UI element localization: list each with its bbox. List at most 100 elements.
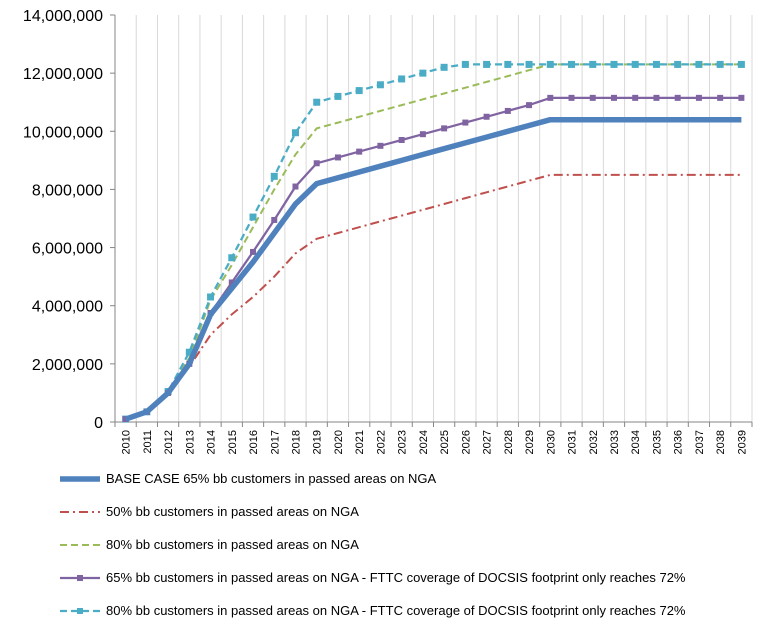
series-line bbox=[125, 96, 742, 421]
legend-label: BASE CASE 65% bb customers in passed are… bbox=[106, 471, 437, 486]
series-marker bbox=[695, 94, 702, 101]
series-5 bbox=[122, 60, 745, 423]
series-marker bbox=[483, 60, 491, 68]
series-marker bbox=[526, 102, 533, 109]
x-tick-label: 2031 bbox=[567, 430, 579, 454]
x-tick-label: 2037 bbox=[694, 430, 706, 454]
series-marker bbox=[334, 92, 342, 100]
series-marker bbox=[483, 113, 490, 120]
series-marker bbox=[568, 60, 576, 68]
series-marker bbox=[462, 119, 469, 126]
series-marker bbox=[291, 129, 299, 137]
legend-label: 65% bb customers in passed areas on NGA … bbox=[106, 570, 686, 585]
legend-swatch bbox=[60, 607, 100, 614]
x-tick-label: 2015 bbox=[227, 430, 239, 454]
x-tick-label: 2033 bbox=[609, 430, 621, 454]
x-tick-label: 2020 bbox=[333, 430, 345, 454]
series-marker bbox=[737, 60, 745, 68]
series-marker bbox=[504, 60, 512, 68]
series-marker bbox=[610, 94, 617, 101]
series-marker bbox=[313, 160, 320, 167]
series-marker bbox=[652, 60, 660, 68]
y-tick-label: 12,000,000 bbox=[23, 66, 103, 83]
series-marker bbox=[292, 183, 299, 190]
legend-item: BASE CASE 65% bb customers in passed are… bbox=[60, 462, 760, 495]
series-marker bbox=[674, 94, 681, 101]
series-marker bbox=[419, 69, 427, 77]
legend-swatch bbox=[60, 574, 100, 581]
legend-marker bbox=[77, 607, 83, 614]
legend-item: 80% bb customers in passed areas on NGA bbox=[60, 528, 760, 561]
series-marker bbox=[653, 94, 660, 101]
legend-label: 80% bb customers in passed areas on NGA bbox=[106, 537, 359, 552]
x-tick-label: 2028 bbox=[503, 430, 515, 454]
series-marker bbox=[249, 213, 257, 221]
x-tick-label: 2039 bbox=[736, 430, 748, 454]
series-marker bbox=[717, 94, 724, 101]
x-tick-label: 2030 bbox=[545, 430, 557, 454]
legend: BASE CASE 65% bb customers in passed are… bbox=[60, 462, 760, 627]
series-marker bbox=[185, 348, 193, 356]
x-tick-label: 2024 bbox=[418, 430, 430, 454]
series-marker bbox=[377, 142, 384, 149]
series-marker bbox=[398, 137, 405, 144]
x-tick-label: 2038 bbox=[715, 430, 727, 454]
series-marker bbox=[632, 94, 639, 101]
series-marker bbox=[398, 75, 406, 83]
x-tick-label: 2010 bbox=[121, 430, 133, 454]
series-marker bbox=[738, 94, 745, 101]
x-tick-label: 2032 bbox=[588, 430, 600, 454]
x-tick-label: 2036 bbox=[673, 430, 685, 454]
x-tick-label: 2026 bbox=[460, 430, 472, 454]
x-tick-label: 2011 bbox=[142, 430, 154, 454]
series-marker bbox=[355, 87, 363, 95]
series-marker bbox=[228, 254, 236, 262]
series-1 bbox=[124, 116, 742, 422]
series-marker bbox=[207, 293, 215, 301]
legend-label: 50% bb customers in passed areas on NGA bbox=[106, 504, 359, 519]
series-marker bbox=[589, 60, 597, 68]
x-tick-labels: 2010 2011 2012 2013 2014 2015 2016 2017 2018 2019… bbox=[121, 430, 749, 454]
x-tick-label: 2034 bbox=[630, 430, 642, 454]
axes bbox=[110, 14, 753, 427]
legend-item: 50% bb customers in passed areas on NGA bbox=[60, 495, 760, 528]
series-marker bbox=[441, 125, 448, 132]
legend-swatch bbox=[60, 510, 100, 513]
series-marker bbox=[631, 60, 639, 68]
series-marker bbox=[525, 60, 533, 68]
y-tick-label: 4,000,000 bbox=[32, 299, 103, 316]
x-tick-label: 2029 bbox=[524, 430, 536, 454]
legend-swatch bbox=[60, 543, 100, 546]
grid-lines bbox=[135, 15, 753, 422]
series-line bbox=[124, 116, 742, 422]
series-marker bbox=[716, 60, 724, 68]
series-marker bbox=[270, 172, 278, 180]
y-tick-label: 6,000,000 bbox=[32, 241, 103, 258]
series-line bbox=[125, 173, 742, 421]
legend-item: 80% bb customers in passed areas on NGA … bbox=[60, 594, 760, 627]
series-marker bbox=[610, 60, 618, 68]
legend-label: 80% bb customers in passed areas on NGA … bbox=[106, 603, 686, 618]
legend-item: 65% bb customers in passed areas on NGA … bbox=[60, 561, 760, 594]
y-tick-label: 14,000,000 bbox=[23, 8, 103, 25]
series-marker bbox=[461, 60, 469, 68]
x-tick-label: 2021 bbox=[354, 430, 366, 454]
series-marker bbox=[228, 279, 235, 286]
x-tick-label: 2022 bbox=[375, 430, 387, 454]
x-tick-label: 2019 bbox=[312, 430, 324, 454]
series-marker bbox=[568, 94, 575, 101]
legend-swatch bbox=[60, 475, 100, 482]
x-tick-label: 2025 bbox=[439, 430, 451, 454]
x-tick-label: 2035 bbox=[651, 430, 663, 454]
series-marker bbox=[440, 63, 448, 71]
legend-marker bbox=[77, 574, 83, 581]
x-tick-label: 2014 bbox=[206, 430, 218, 454]
series-marker bbox=[313, 98, 321, 106]
x-tick-label: 2027 bbox=[482, 430, 494, 454]
series-marker bbox=[589, 94, 596, 101]
series-marker bbox=[674, 60, 682, 68]
series-marker bbox=[695, 60, 703, 68]
series-marker bbox=[419, 131, 426, 138]
x-tick-label: 2012 bbox=[163, 430, 175, 454]
series-marker bbox=[376, 81, 384, 89]
